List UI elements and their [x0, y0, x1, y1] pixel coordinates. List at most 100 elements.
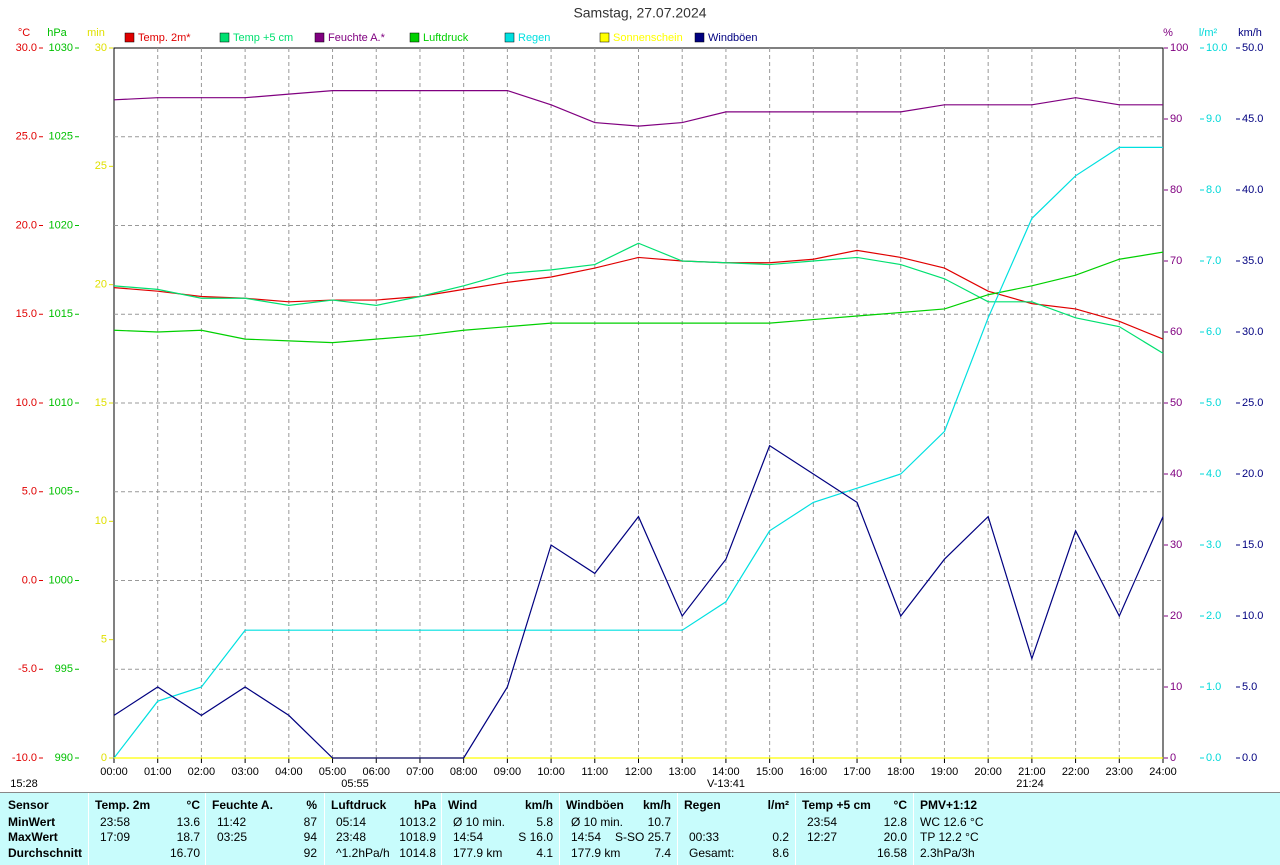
- group-unit: l/m²: [767, 798, 789, 812]
- cell-time: 14:54: [453, 830, 484, 844]
- legend-swatch: [599, 32, 610, 43]
- cell-value: 18.7: [176, 830, 200, 844]
- legend-label: Regen: [518, 32, 550, 44]
- y-tick-label: 5.0: [1242, 681, 1257, 693]
- y-tick-label: 5: [101, 634, 107, 646]
- x-tick-label: 18:00: [887, 766, 915, 778]
- y-tick-label: 10.0: [1206, 42, 1227, 54]
- y-tick-label: 1020: [49, 219, 73, 231]
- y-tick-label: 4.0: [1206, 468, 1221, 480]
- y-tick-label: 90: [1170, 113, 1182, 125]
- annotation: 21:24: [1016, 778, 1044, 790]
- y-tick-label: 35.0: [1242, 255, 1263, 267]
- y-tick-label: 70: [1170, 255, 1182, 267]
- y-tick-label: 50: [1170, 397, 1182, 409]
- y-tick-label: 15.0: [1242, 539, 1263, 551]
- cell-value: S 16.0: [518, 830, 553, 844]
- y-tick-label: 0.0: [1206, 752, 1221, 764]
- y-tick-label: 5.0: [1206, 397, 1221, 409]
- legend-swatch: [219, 32, 230, 43]
- cell-value: 94: [303, 830, 317, 844]
- y-tick-label: 9.0: [1206, 113, 1221, 125]
- y-tick-label: 995: [55, 663, 73, 675]
- annotation: 15:28: [10, 778, 38, 790]
- group-unit: km/h: [524, 798, 553, 812]
- row-label: 2.3hPa/3h: [920, 846, 975, 860]
- x-tick-label: 03:00: [231, 766, 259, 778]
- axis-label: min: [87, 27, 105, 39]
- legend-label: Temp +5 cm: [233, 32, 293, 44]
- group-header: Wind: [448, 798, 478, 812]
- row-label: WC 12.6 °C: [920, 815, 984, 829]
- series-line: [113, 444, 1164, 759]
- y-tick-label: 20.0: [1242, 468, 1263, 480]
- y-tick-label: 20: [95, 279, 107, 291]
- cell-value: 13.6: [176, 815, 200, 829]
- x-tick-label: 15:00: [756, 766, 784, 778]
- y-tick-label: 10: [95, 515, 107, 527]
- axis-label: l/m²: [1199, 27, 1218, 39]
- legend-label: Temp. 2m*: [138, 32, 191, 44]
- y-tick-label: 50.0: [1242, 42, 1263, 54]
- group-header: PMV+1:12: [920, 798, 978, 812]
- series-line: [113, 249, 1164, 340]
- x-tick-label: 14:00: [712, 766, 740, 778]
- x-tick-label: 17:00: [843, 766, 871, 778]
- group-unit: °C: [893, 798, 907, 812]
- x-tick-label: 08:00: [450, 766, 478, 778]
- y-tick-label: 6.0: [1206, 326, 1221, 338]
- cell-time: 14:54: [571, 830, 602, 844]
- y-tick-label: 1010: [49, 397, 73, 409]
- y-tick-label: 20.0: [16, 219, 37, 231]
- y-tick-label: 15: [95, 397, 107, 409]
- y-tick-label: 7.0: [1206, 255, 1221, 267]
- group-header: Sensor: [8, 798, 49, 812]
- y-tick-label: 3.0: [1206, 539, 1221, 551]
- cell-time: 23:58: [100, 815, 131, 829]
- annotation: V-13:41: [707, 778, 745, 790]
- row-label: Durchschnitt: [8, 846, 83, 860]
- legend-swatch: [409, 32, 420, 43]
- separator: [88, 793, 89, 865]
- y-tick-label: 1005: [49, 486, 73, 498]
- y-tick-label: 0: [101, 752, 107, 764]
- group-unit: km/h: [642, 798, 671, 812]
- separator: [441, 793, 442, 865]
- group-unit: °C: [186, 798, 200, 812]
- cell-time: 05:14: [336, 815, 367, 829]
- y-tick-label: 30.0: [16, 42, 37, 54]
- legend-label: Sonnenschein: [613, 32, 683, 44]
- y-tick-label: 10.0: [1242, 610, 1263, 622]
- y-tick-label: 8.0: [1206, 184, 1221, 196]
- separator: [795, 793, 796, 865]
- x-tick-label: 10:00: [537, 766, 565, 778]
- legend-label: Feuchte A.*: [328, 32, 386, 44]
- series-line: [113, 242, 1164, 354]
- y-tick-label: 10.0: [16, 397, 37, 409]
- cell-time: Ø 10 min.: [453, 815, 506, 829]
- cell-time: 23:54: [807, 815, 838, 829]
- cell-value: 10.7: [647, 815, 671, 829]
- cell-time: 12:27: [807, 830, 838, 844]
- axis-label: km/h: [1238, 27, 1262, 39]
- x-tick-label: 09:00: [494, 766, 522, 778]
- cell-value: S-SO 25.7: [614, 830, 671, 844]
- cell-value: 7.4: [654, 846, 671, 860]
- x-tick-label: 04:00: [275, 766, 303, 778]
- cell-value: 8.6: [772, 846, 789, 860]
- cell-value: 1013.2: [399, 815, 436, 829]
- axis-label: %: [1163, 27, 1173, 39]
- cell-time: 177.9 km: [453, 846, 503, 860]
- y-tick-label: 25.0: [1242, 397, 1263, 409]
- y-tick-label: 990: [55, 752, 73, 764]
- y-tick-label: 1015: [49, 308, 73, 320]
- axis-label: °C: [18, 27, 30, 39]
- row-label: MinWert: [8, 815, 56, 829]
- y-tick-label: 1025: [49, 131, 73, 143]
- cell-value: 1018.9: [399, 830, 436, 844]
- group-header: Windböen: [566, 798, 624, 812]
- y-tick-label: 1030: [49, 42, 73, 54]
- y-tick-label: 0: [1170, 752, 1176, 764]
- row-label: TP 12.2 °C: [920, 830, 979, 844]
- x-tick-label: 05:00: [319, 766, 347, 778]
